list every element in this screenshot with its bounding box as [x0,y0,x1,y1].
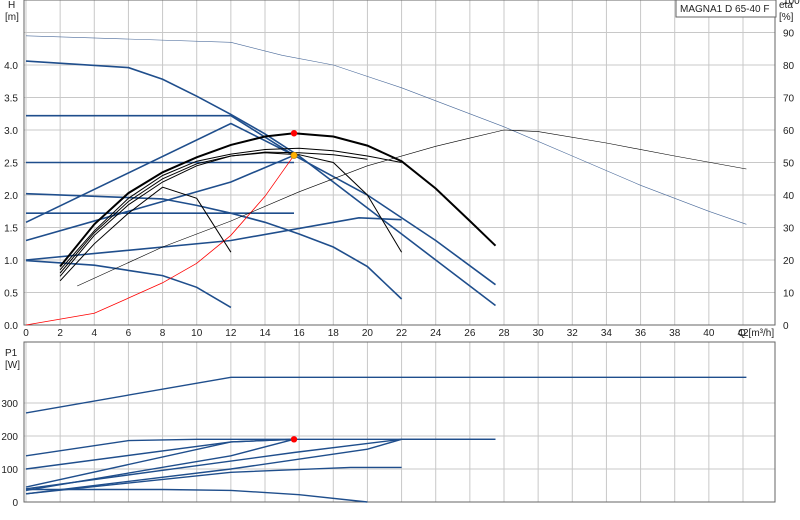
q-tick-label: 14 [259,328,271,339]
p-axis-unit-label: [W] [5,360,20,371]
eta-tick-label: 60 [783,126,795,137]
p-tick-label: 200 [1,432,18,443]
q-tick-label: 18 [328,328,340,339]
qh-tick-labels: 0.00.51.01.52.02.53.03.54.00102030405060… [4,0,800,339]
qh-series-line-head-blue [25,259,232,309]
qh-plot-frame [23,0,776,326]
q-tick-label: 22 [396,328,408,339]
qh-series-line-qh-thin [59,151,368,274]
q-tick-label: 4 [92,328,98,339]
chart-title: MAGNA1 D 65-40 F [680,4,769,15]
qh-series-line-head-blue [26,114,496,286]
eta-tick-label: 70 [783,94,795,105]
power-series-line [25,438,496,490]
title-box: MAGNA1 D 65-40 F [675,0,777,18]
power-series-line [25,376,747,414]
q-tick-label: 10 [191,328,203,339]
qh-series-line-qh-black [59,132,497,268]
qh-series [25,35,747,326]
eta-tick-label: 0 [783,321,789,332]
q-tick-label: 16 [294,328,306,339]
eta-tick-label: 10 [783,289,795,300]
q-tick-label: 0 [23,328,29,339]
power-series-line [25,438,402,495]
h-tick-label: 3.0 [4,126,18,137]
duty-point-marker [290,130,298,137]
qh-series-line-head-blue [25,154,295,242]
power-series-line [25,466,402,495]
q-tick-label: 24 [430,328,442,339]
power-plot-frame [23,341,776,503]
duty-point-marker [290,151,298,159]
q-tick-label: 32 [567,328,579,339]
q-tick-label: 2 [57,328,63,339]
q-tick-label: 38 [669,328,681,339]
power-duty-point-marker [290,436,298,443]
h-tick-label: 0.5 [4,289,18,300]
h-tick-label: 1.0 [4,256,18,267]
q-tick-label: 26 [464,328,476,339]
q-tick-label: 36 [635,328,647,339]
power-series-line [26,488,368,503]
q-tick-label: 6 [126,328,132,339]
q-tick-label: 40 [703,328,715,339]
eta-tick-label: 40 [783,191,795,202]
q-tick-label: 20 [362,328,374,339]
h-tick-label: 2.5 [4,159,18,170]
qh-series-line-head-blue [25,216,402,261]
eta-tick-label: 50 [783,159,795,170]
q-tick-label: 8 [160,328,166,339]
power-tick-labels: 0 100 200 300 P1[W] [1,348,20,509]
h-tick-label: 0.0 [4,321,18,332]
power-grid [24,342,775,503]
qh-series-line-eff-thin [77,129,747,287]
eta-tick-label: 90 [783,29,795,40]
p-tick-label: 300 [1,399,18,410]
h-tick-label: 3.5 [4,94,18,105]
qh-series-line-sys-red [25,155,295,326]
qh-series-line-eff-thin [25,35,747,225]
eta-tick-label: 30 [783,224,795,235]
eta-axis-label: eta [779,0,793,11]
qh-series-line-head-blue [25,192,403,300]
power-series-line [25,438,295,488]
eta-tick-label: 100 [783,0,800,7]
p-tick-label: 0 [12,498,18,509]
power-series [25,376,747,503]
h-axis-unit-label: [m] [5,12,19,23]
qh-series-line-qh-thin [59,186,232,282]
q-tick-label: 12 [225,328,237,339]
eta-axis-unit-label: [%] [779,12,794,23]
h-tick-label: 4.0 [4,61,18,72]
eta-tick-label: 20 [783,256,795,267]
q-tick-label: 34 [601,328,613,339]
q-axis-label: Q [m³/h] [738,328,774,339]
h-tick-label: 2.0 [4,191,18,202]
q-tick-label: 28 [498,328,510,339]
qh-series-line-head-blue [25,122,295,224]
qh-series-line-qh-thin [59,152,403,277]
eta-tick-label: 80 [783,61,795,72]
q-tick-label: 42 [737,328,749,339]
qh-series-line-head-blue [25,60,496,307]
h-tick-label: 1.5 [4,224,18,235]
h-axis-label: H [8,0,15,11]
p-tick-label: 100 [1,465,18,476]
qh-series-line-qh-thin [59,147,402,271]
q-tick-label: 30 [533,328,545,339]
power-series-line [25,438,295,470]
p-axis-label: P1 [5,348,18,359]
